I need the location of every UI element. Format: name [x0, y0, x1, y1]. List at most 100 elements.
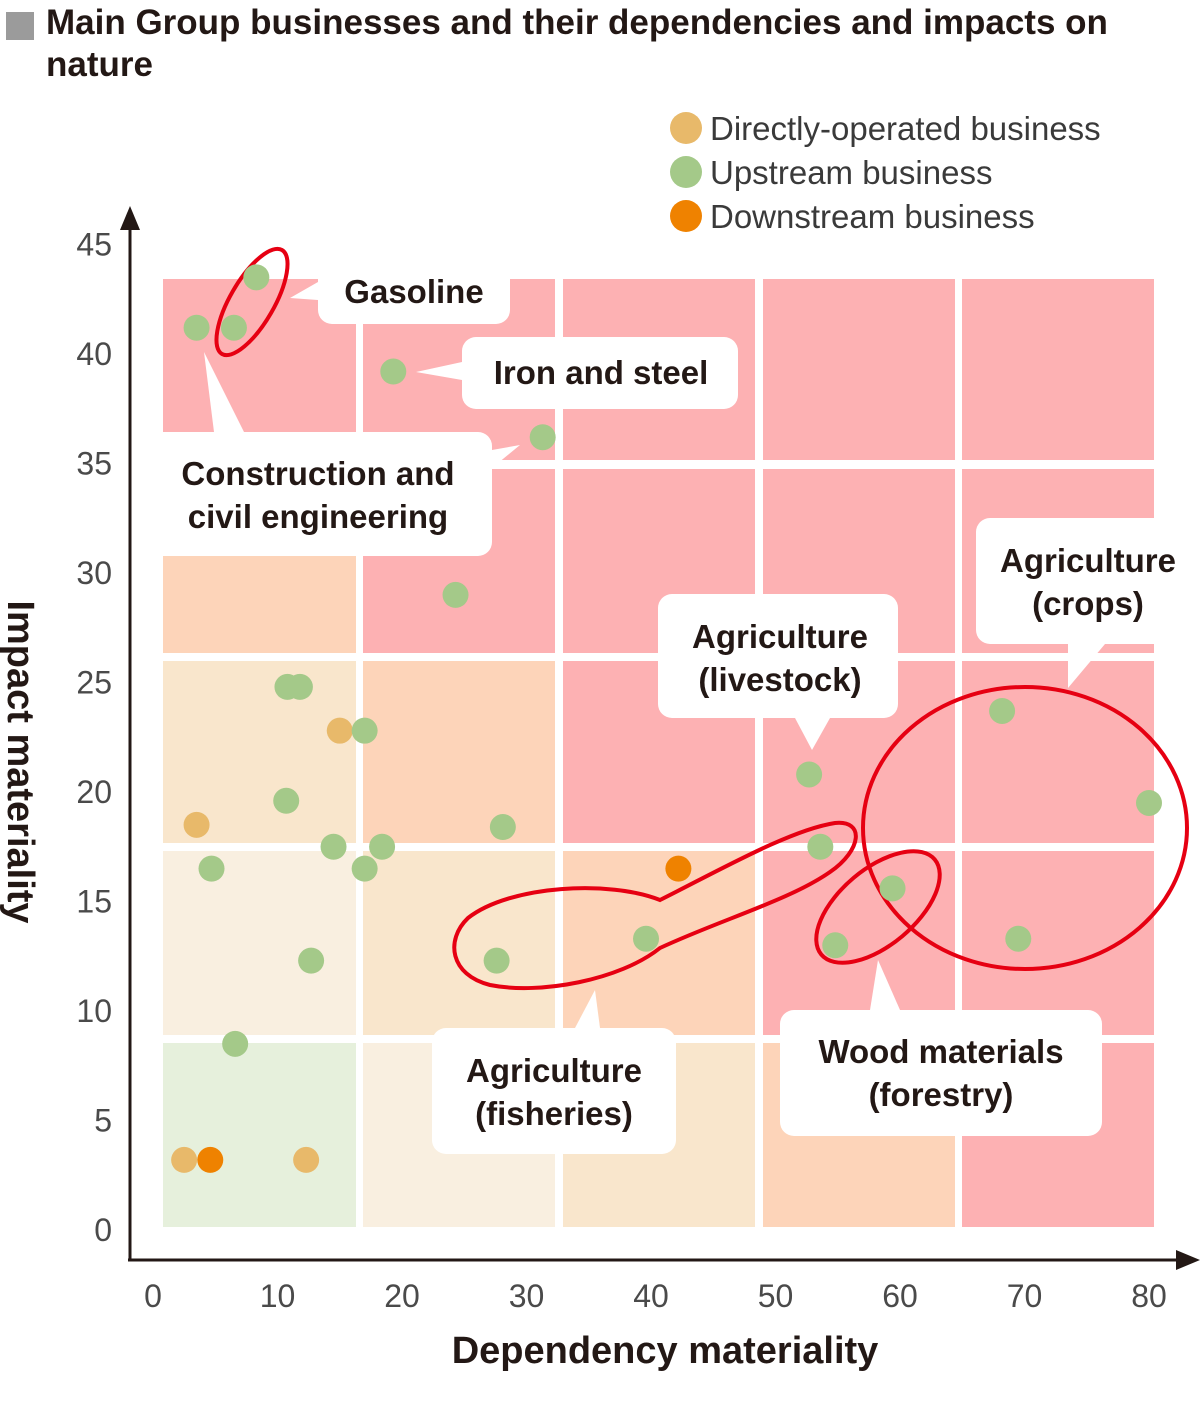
callout-livestock-pointer: [795, 718, 830, 750]
legend-swatch-icon: [670, 156, 702, 188]
data-point: [197, 1146, 224, 1173]
data-point: [1005, 925, 1032, 952]
data-point: [243, 264, 270, 291]
series-directly-operated-business: [171, 717, 353, 1173]
legend-label: Directly-operated business: [710, 110, 1101, 147]
callout-labels: Gasoline Iron and steel Construction and ci…: [148, 262, 1192, 1154]
x-tick-label: 0: [144, 1278, 162, 1314]
zone-cell: [163, 851, 356, 1035]
y-axis-arrow-icon: [120, 206, 140, 230]
y-tick-label: 5: [94, 1103, 112, 1139]
data-points: [171, 264, 1162, 1173]
legend-item: Downstream business: [670, 198, 1035, 235]
data-point: [879, 875, 906, 902]
callout-gasoline-pointer: [290, 282, 318, 300]
x-tick-label: 80: [1131, 1278, 1167, 1314]
data-point: [320, 833, 347, 860]
callout-iron-steel-text: Iron and steel: [494, 354, 709, 391]
callout-iron-steel: Iron and steel: [416, 337, 738, 409]
zone-cell: [363, 661, 555, 843]
callout-fisheries-pointer: [575, 990, 600, 1028]
zone-cell: [763, 851, 955, 1035]
data-point: [293, 1146, 320, 1173]
data-point: [380, 358, 407, 385]
callout-livestock-text: (livestock): [698, 661, 861, 698]
callout-construction-text: civil engineering: [188, 498, 448, 535]
callout-crops-text: Agriculture: [1000, 542, 1176, 579]
legend: Directly-operated business Upstream busin…: [670, 110, 1101, 235]
series-downstream-business: [197, 855, 692, 1173]
x-tick-label: 30: [509, 1278, 545, 1314]
callout-wood-box: [780, 1010, 1102, 1136]
y-tick-label: 40: [76, 336, 112, 372]
x-axis-title: Dependency materiality: [452, 1330, 879, 1372]
legend-label: Downstream business: [710, 198, 1035, 235]
data-point: [442, 581, 469, 608]
callout-construction-text: Construction and: [181, 455, 454, 492]
callout-wood-text: Wood materials: [818, 1033, 1063, 1070]
data-point: [665, 855, 692, 882]
x-axis-arrow-icon: [1176, 1250, 1200, 1270]
callout-fisheries-text: (fisheries): [475, 1095, 633, 1132]
zone-cell: [363, 851, 555, 1035]
data-point: [183, 314, 210, 341]
data-point: [369, 833, 396, 860]
chart-title: Main Group businesses and their dependen…: [46, 3, 1108, 84]
x-tick-label: 40: [633, 1278, 669, 1314]
callout-gasoline: Gasoline: [290, 262, 510, 324]
legend-swatch-icon: [670, 112, 702, 144]
series-upstream-business: [183, 264, 1162, 1057]
callout-livestock-text: Agriculture: [692, 618, 868, 655]
title-marker-icon: [6, 12, 34, 40]
data-point: [796, 761, 823, 788]
data-point: [1136, 789, 1162, 816]
legend-label: Upstream business: [710, 154, 992, 191]
zone-cell: [163, 1043, 356, 1227]
callout-gasoline-text: Gasoline: [344, 273, 483, 310]
data-point: [298, 947, 325, 974]
y-tick-label: 30: [76, 555, 112, 591]
callout-iron-steel-box: [462, 337, 738, 409]
data-point: [222, 1030, 249, 1057]
data-point: [529, 424, 556, 451]
zone-cell: [962, 851, 1154, 1035]
data-point: [351, 855, 378, 882]
callout-fisheries-box: [432, 1028, 676, 1154]
data-point: [351, 717, 378, 744]
y-axis-title: Impact materiality: [0, 600, 41, 923]
data-point: [220, 314, 247, 341]
x-tick-label: 10: [260, 1278, 296, 1314]
construction-pointer-2: [204, 352, 244, 432]
highlight-rings: [214, 246, 1189, 991]
data-point: [489, 814, 516, 841]
data-point: [807, 833, 834, 860]
callout-gasoline-box: [318, 262, 510, 324]
zone-cell: [763, 279, 955, 460]
y-tick-label: 35: [76, 446, 112, 482]
data-point: [273, 787, 300, 814]
callout-crops-box: [976, 518, 1192, 644]
data-point: [326, 717, 353, 744]
zone-cell: [962, 279, 1154, 460]
callout-construction-pointer: [492, 445, 520, 468]
x-tick-label: 20: [384, 1278, 420, 1314]
data-point: [198, 855, 225, 882]
callout-construction: Construction and civil engineering: [148, 432, 520, 556]
forestry-ring: [814, 849, 942, 965]
data-point: [171, 1146, 198, 1173]
x-tick-label: 60: [882, 1278, 918, 1314]
data-point: [286, 673, 313, 700]
callout-livestock: Agriculture (livestock): [658, 594, 898, 750]
x-tick-label: 70: [1007, 1278, 1043, 1314]
x-tick-label: 50: [758, 1278, 794, 1314]
callout-crops-text: (crops): [1032, 585, 1144, 622]
data-point: [989, 697, 1016, 724]
fisheries-ring: [452, 820, 858, 991]
callout-wood: Wood materials (forestry): [780, 960, 1102, 1136]
callout-fisheries: Agriculture (fisheries): [432, 990, 676, 1154]
data-point: [822, 932, 849, 959]
legend-item: Directly-operated business: [670, 110, 1101, 147]
callout-wood-pointer: [870, 960, 900, 1010]
data-point: [183, 811, 210, 838]
